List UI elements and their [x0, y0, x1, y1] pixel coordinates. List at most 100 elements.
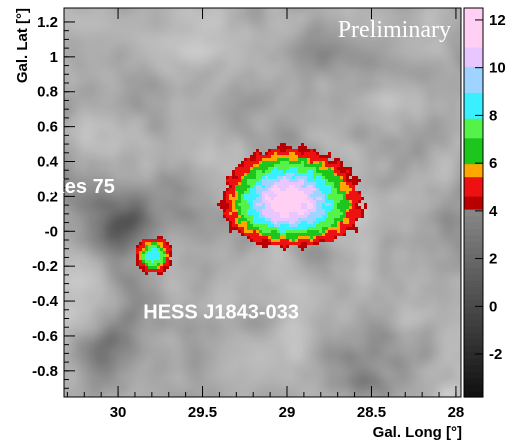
map-cell [328, 152, 331, 155]
map-cell [304, 203, 307, 206]
map-cell [253, 233, 256, 236]
map-cell [298, 221, 301, 224]
map-cell [262, 233, 265, 236]
map-cell [262, 242, 265, 245]
map-cell [343, 179, 346, 182]
x-axis-ticks: 30 29.5 29 28.5 28 [66, 8, 464, 421]
map-cell [301, 206, 304, 209]
map-cell [343, 203, 346, 206]
map-cell [337, 215, 340, 218]
map-cell [238, 164, 241, 167]
colorbar-swatch [464, 228, 483, 236]
map-cell [283, 218, 286, 221]
map-cell [307, 155, 310, 158]
map-cell [154, 257, 157, 260]
map-cell [247, 179, 250, 182]
map-cell [265, 242, 268, 245]
map-cell [169, 254, 172, 257]
map-cell [244, 167, 247, 170]
map-cell [292, 224, 295, 227]
map-cell [280, 188, 283, 191]
map-cell [286, 218, 289, 221]
map-cell [235, 170, 238, 173]
map-cell [235, 224, 238, 227]
colorbar-swatch [464, 8, 483, 16]
map-cell [241, 188, 244, 191]
map-cell [331, 164, 334, 167]
map-cell [334, 185, 337, 188]
map-cell [253, 200, 256, 203]
map-cell [169, 251, 172, 254]
map-cell [166, 242, 169, 245]
map-cell [298, 191, 301, 194]
map-cell [265, 179, 268, 182]
map-cell [331, 161, 334, 164]
map-cell [139, 254, 142, 257]
map-cell [298, 203, 301, 206]
map-cell [241, 167, 244, 170]
map-cell [298, 233, 301, 236]
map-cell [316, 161, 319, 164]
map-cell [307, 209, 310, 212]
map-cell [274, 188, 277, 191]
map-cell [328, 182, 331, 185]
map-cell [340, 179, 343, 182]
map-cell [277, 179, 280, 182]
map-cell [265, 233, 268, 236]
map-cell [277, 170, 280, 173]
map-cell [292, 227, 295, 230]
map-cell [331, 197, 334, 200]
map-cell [328, 206, 331, 209]
map-cell [349, 188, 352, 191]
map-cell [340, 161, 343, 164]
map-cell [244, 197, 247, 200]
map-cell [292, 236, 295, 239]
map-cell [316, 233, 319, 236]
map-cell [262, 182, 265, 185]
map-cell [262, 209, 265, 212]
map-cell [286, 215, 289, 218]
map-cell [220, 200, 223, 203]
map-cell [340, 218, 343, 221]
map-cell [217, 203, 220, 206]
colorbar-swatch [464, 241, 483, 249]
map-cell [280, 224, 283, 227]
map-cell [337, 185, 340, 188]
map-cell [139, 257, 142, 260]
map-cell [256, 161, 259, 164]
y-tick-label: 1 [50, 49, 58, 66]
map-cell [265, 215, 268, 218]
map-cell [349, 215, 352, 218]
map-cell [271, 155, 274, 158]
map-cell [307, 212, 310, 215]
map-cell [226, 191, 229, 194]
map-cell [307, 197, 310, 200]
map-cell [289, 173, 292, 176]
map-cell [277, 203, 280, 206]
map-cell [226, 218, 229, 221]
map-cell [328, 194, 331, 197]
map-cell [244, 158, 247, 161]
colorbar-swatch [464, 286, 483, 294]
map-cell [328, 203, 331, 206]
colorbar-tick-label: 4 [489, 203, 498, 220]
map-cell [151, 239, 154, 242]
map-cell [352, 224, 355, 227]
map-cell [283, 209, 286, 212]
map-cell [337, 173, 340, 176]
map-cell [304, 227, 307, 230]
map-cell [268, 179, 271, 182]
map-cell [226, 206, 229, 209]
map-cell [304, 164, 307, 167]
map-cell [355, 176, 358, 179]
map-cell [325, 227, 328, 230]
map-cell [256, 149, 259, 152]
map-cell [145, 254, 148, 257]
map-cell [289, 239, 292, 242]
map-cell [250, 170, 253, 173]
map-cell [229, 224, 232, 227]
map-cell [283, 215, 286, 218]
map-cell [244, 164, 247, 167]
map-cell [289, 185, 292, 188]
map-cell [247, 215, 250, 218]
